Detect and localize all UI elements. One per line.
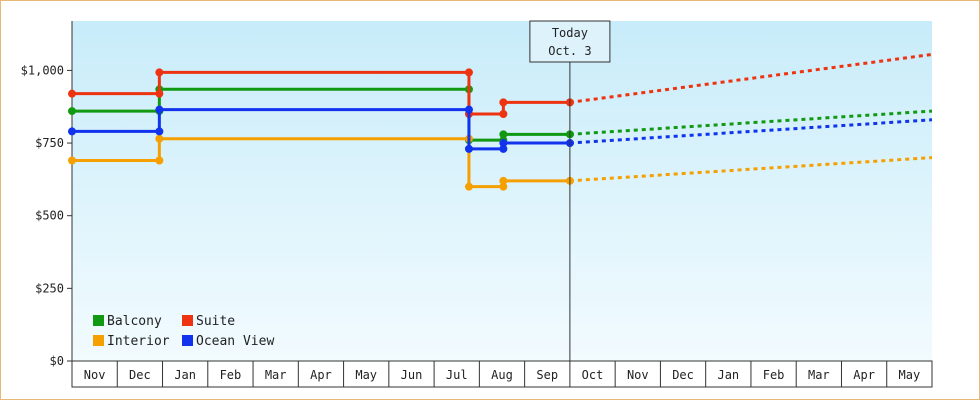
data-point xyxy=(464,68,473,77)
today-marker-box xyxy=(529,20,611,63)
data-point xyxy=(68,89,76,98)
legend-swatch xyxy=(93,315,104,326)
data-point xyxy=(68,107,76,116)
legend-swatch xyxy=(182,315,193,326)
x-tick-label: Mar xyxy=(808,368,830,382)
legend-swatch xyxy=(182,335,193,346)
data-point xyxy=(155,105,164,114)
x-tick-label: Apr xyxy=(853,368,875,382)
x-tick-label: Apr xyxy=(310,368,332,382)
data-point xyxy=(499,98,508,107)
data-point xyxy=(68,156,76,165)
data-point xyxy=(499,182,508,191)
x-tick-label: Jan xyxy=(717,368,739,382)
x-tick-label: Nov xyxy=(84,368,106,382)
today-marker-label: Today xyxy=(552,26,588,40)
y-tick-label: $250 xyxy=(35,281,64,295)
x-tick-label: Aug xyxy=(491,368,513,382)
data-point xyxy=(499,139,508,148)
x-tick-label: Mar xyxy=(265,368,287,382)
x-tick-label: Dec xyxy=(672,368,694,382)
x-tick-label: Feb xyxy=(220,368,242,382)
x-tick-label: Oct xyxy=(582,368,604,382)
y-tick-label: $0 xyxy=(50,354,64,368)
legend-label: Suite xyxy=(196,314,235,329)
data-point xyxy=(155,156,164,165)
x-tick-label: Dec xyxy=(129,368,151,382)
data-point xyxy=(499,176,508,185)
x-tick-label: Jun xyxy=(401,368,423,382)
data-point xyxy=(499,109,508,118)
y-tick-label: $750 xyxy=(35,136,64,150)
x-tick-label: Nov xyxy=(627,368,649,382)
data-point xyxy=(155,127,164,136)
legend-label: Ocean View xyxy=(196,334,274,349)
legend-swatch xyxy=(93,335,104,346)
series-interior xyxy=(68,134,933,191)
today-marker-date: Oct. 3 xyxy=(548,44,591,58)
data-point xyxy=(499,130,508,139)
x-tick-label: May xyxy=(899,368,921,382)
x-tick-label: Sep xyxy=(536,368,558,382)
plot-background xyxy=(72,21,932,361)
series-suite xyxy=(68,52,933,118)
forecast-line xyxy=(569,52,933,104)
data-point xyxy=(464,105,473,114)
x-tick-label: Feb xyxy=(763,368,785,382)
data-point xyxy=(155,134,164,143)
data-point xyxy=(68,127,76,136)
x-axis-band xyxy=(71,360,933,388)
data-point xyxy=(464,144,473,153)
legend-label: Balcony xyxy=(107,314,162,329)
data-point xyxy=(499,144,508,153)
x-tick-label: Jul xyxy=(446,368,468,382)
series-ocean-view xyxy=(68,105,933,153)
legend-label: Interior xyxy=(107,334,170,349)
x-tick-label: May xyxy=(355,368,377,382)
data-point xyxy=(155,89,164,98)
data-point xyxy=(464,182,473,191)
data-point xyxy=(155,68,164,77)
y-tick-label: $1,000 xyxy=(21,63,64,77)
x-tick-label: Jan xyxy=(174,368,196,382)
y-tick-label: $500 xyxy=(35,209,64,223)
